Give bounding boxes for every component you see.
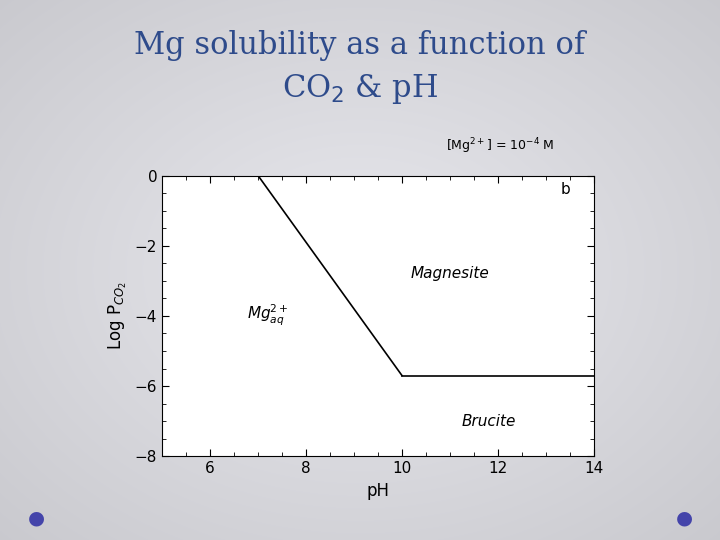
Text: Mg$^{2+}_{aq}$: Mg$^{2+}_{aq}$ bbox=[247, 303, 289, 328]
Y-axis label: Log P$_{CO_2}$: Log P$_{CO_2}$ bbox=[107, 281, 129, 350]
Text: b: b bbox=[560, 182, 570, 197]
Text: Magnesite: Magnesite bbox=[410, 266, 490, 281]
Text: CO$_2$ & pH: CO$_2$ & pH bbox=[282, 72, 438, 106]
Text: [Mg$^{2+}$] = 10$^{-4}$ M: [Mg$^{2+}$] = 10$^{-4}$ M bbox=[446, 136, 554, 156]
Text: ●: ● bbox=[27, 509, 45, 528]
Text: Brucite: Brucite bbox=[462, 414, 516, 429]
Text: Mg solubility as a function of: Mg solubility as a function of bbox=[135, 30, 585, 62]
X-axis label: pH: pH bbox=[366, 482, 390, 500]
Text: ●: ● bbox=[675, 509, 693, 528]
